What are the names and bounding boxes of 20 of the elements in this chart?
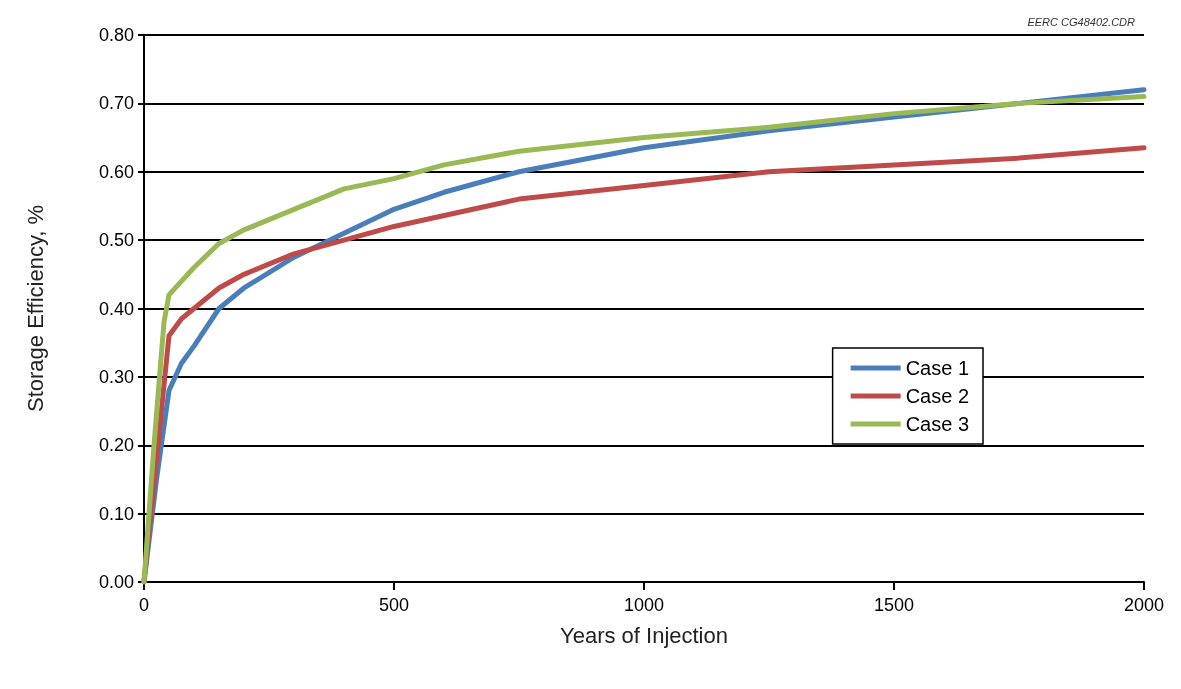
y-tick-label: 0.30 [98,366,134,387]
legend-label: Case 2 [905,385,970,407]
y-tick-label: 0.20 [98,435,134,456]
y-tick-label: 0.40 [98,298,134,319]
y-tick-label: 0.00 [98,572,134,592]
legend-label: Case 1 [905,357,970,379]
y-tick-label: 0.10 [98,503,134,524]
x-tick-label: 0 [138,595,150,615]
y-tick-label: 0.80 [98,25,134,45]
x-tick-label: 1500 [873,595,915,615]
legend-label: Case 3 [905,413,970,435]
x-tick-label: 2000 [1123,595,1165,615]
y-tick-label: 0.60 [98,161,134,182]
text: EERC CG48402.CDR [1027,15,1136,28]
x-tick-label: 500 [378,595,410,615]
y-tick-label: 0.50 [98,230,134,251]
y-axis-title: Storage Efficiency, % [22,204,48,413]
y-tick-label: 0.70 [98,93,134,114]
x-tick-label: 1000 [623,595,665,615]
x-axis-title: Years of Injection [560,622,728,648]
